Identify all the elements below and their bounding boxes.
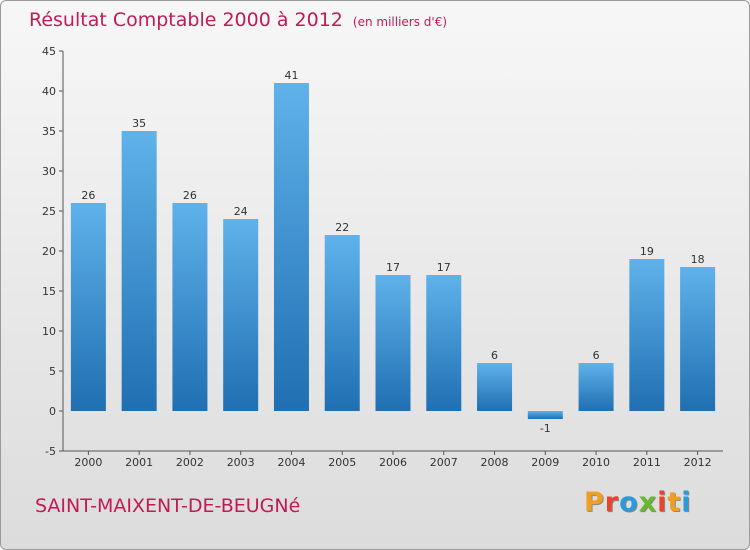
data-label: -1 <box>540 422 551 435</box>
data-label: 6 <box>491 349 498 362</box>
data-label: 35 <box>132 117 146 130</box>
chart-subtitle: (en milliers d'€) <box>352 15 448 29</box>
y-tick-label: 35 <box>42 125 56 138</box>
data-label: 6 <box>593 349 600 362</box>
title-text: Résultat Comptable 2000 à 2012 <box>29 9 343 31</box>
x-tick-label: 2002 <box>176 456 204 469</box>
proxiti-logo: Proxiti <box>584 487 692 518</box>
x-tick-label: 2009 <box>531 456 559 469</box>
data-label: 17 <box>437 261 451 274</box>
x-tick-label: 2005 <box>328 456 356 469</box>
data-label: 24 <box>234 205 248 218</box>
bar-2010 <box>578 363 614 411</box>
x-tick-label: 2000 <box>74 456 102 469</box>
x-tick-label: 2008 <box>481 456 509 469</box>
bar-2002 <box>172 203 208 411</box>
y-tick-label: -5 <box>45 445 56 458</box>
data-label: 26 <box>81 189 95 202</box>
data-label: 17 <box>386 261 400 274</box>
bar-2012 <box>680 267 716 411</box>
bar-2000 <box>70 203 106 411</box>
y-tick-label: 40 <box>42 85 56 98</box>
y-tick-label: 45 <box>42 45 56 58</box>
x-tick-label: 2010 <box>582 456 610 469</box>
x-tick-label: 2004 <box>277 456 305 469</box>
y-tick-label: 25 <box>42 205 56 218</box>
data-label: 22 <box>335 221 349 234</box>
x-tick-label: 2007 <box>430 456 458 469</box>
y-tick-label: 10 <box>42 325 56 338</box>
data-label: 41 <box>284 69 298 82</box>
bar-2006 <box>375 275 411 411</box>
y-tick-label: 5 <box>49 365 56 378</box>
y-tick-label: 15 <box>42 285 56 298</box>
y-tick-label: 20 <box>42 245 56 258</box>
bar-2004 <box>273 83 309 411</box>
y-tick-label: 30 <box>42 165 56 178</box>
bar-2009 <box>527 411 563 419</box>
bar-2007 <box>426 275 462 411</box>
bar-2008 <box>477 363 513 411</box>
y-tick-label: 0 <box>49 405 56 418</box>
chart-title: Résultat Comptable 2000 à 2012 (en millie… <box>29 9 447 31</box>
bar-2011 <box>629 259 665 411</box>
x-tick-label: 2006 <box>379 456 407 469</box>
x-tick-label: 2011 <box>633 456 661 469</box>
commune-name: SAINT-MAIXENT-DE-BEUGNé <box>35 495 301 517</box>
data-label: 18 <box>691 253 705 266</box>
bar-2001 <box>121 131 157 411</box>
x-tick-label: 2003 <box>227 456 255 469</box>
data-label: 26 <box>183 189 197 202</box>
x-tick-label: 2012 <box>684 456 712 469</box>
bar-2005 <box>324 235 360 411</box>
x-tick-label: 2001 <box>125 456 153 469</box>
bar-2003 <box>223 219 259 411</box>
data-label: 19 <box>640 245 654 258</box>
